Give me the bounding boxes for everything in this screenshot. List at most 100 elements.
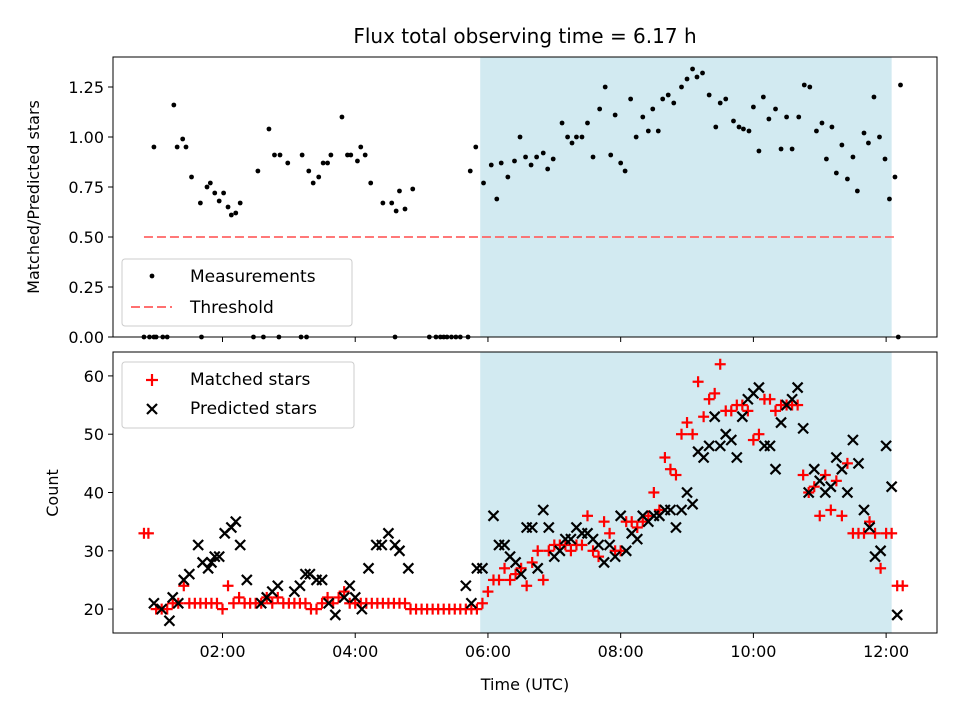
measurement-point [184,145,189,150]
measurement-point [862,131,867,136]
legend-threshold-label: Threshold [189,298,274,318]
measurement-point [499,161,504,166]
measurement-point [394,209,399,214]
measurement-point [512,159,517,164]
measurement-point [731,119,736,124]
measurement-point [845,177,850,182]
measurement-point [368,181,373,186]
y-tick-label: 1.25 [68,78,104,97]
figure: 0.000.250.500.751.001.25 Flux total obse… [0,0,960,720]
measurement-point [866,141,871,146]
measurement-point [198,201,203,206]
measurement-point [790,147,795,152]
measurement-point [205,185,210,190]
y-tick-label: 40 [84,484,104,503]
measurement-point [650,107,655,112]
measurement-point [233,211,238,216]
measurement-point [189,175,194,180]
measurement-point [403,207,408,212]
measurement-point [802,83,807,88]
measurement-point [560,121,565,126]
measurement-point [306,169,311,174]
measurement-point [529,163,534,168]
measurement-point [839,143,844,148]
measurement-point [671,101,676,106]
measurement-point [656,129,661,134]
x-tick-label: 10:00 [730,642,776,661]
top-x-axis [222,337,886,342]
measurement-point [623,169,628,174]
measurement-point [328,153,333,158]
measurement-point [597,107,602,112]
y-tick-label: 30 [84,542,104,561]
y-tick-label: 0.75 [68,178,104,197]
measurement-point [618,161,623,166]
measurement-point [761,95,766,100]
measurement-point [814,129,819,134]
measurement-point [489,163,494,168]
measurement-point [741,127,746,132]
measurement-point [634,135,639,140]
measurement-point [700,71,705,76]
measurement-point [171,103,176,108]
measurement-point [468,169,473,174]
measurement-point [807,85,812,90]
measurement-point [226,205,231,210]
measurement-point [175,145,180,150]
top-panel: 0.000.250.500.751.001.25 Flux total obse… [24,24,937,347]
measurement-point [541,151,546,156]
measurement-point [473,145,478,150]
measurement-point [695,75,700,80]
measurement-point [238,201,243,206]
measurement-point [272,153,277,158]
y-tick-label: 1.00 [68,128,104,147]
top-legend: Measurements Threshold [122,259,352,326]
measurement-point [747,129,752,134]
measurement-point [212,191,217,196]
top-y-axis: 0.000.250.500.751.001.25 [68,78,113,347]
measurement-point [255,169,260,174]
measurement-point [830,125,835,130]
measurement-point [737,125,742,130]
top-chart-title: Flux total observing time = 6.17 h [353,24,696,48]
y-tick-label: 60 [84,367,104,386]
measurement-point [574,135,579,140]
measurement-point [580,135,585,140]
top-y-axis-label: Matched/Predicted stars [24,100,43,294]
measurement-point [628,97,633,102]
measurement-point [608,153,613,158]
y-tick-label: 0.25 [68,278,104,297]
top-shaded-interval [480,57,891,337]
measurement-point [570,141,575,146]
x-tick-label: 02:00 [199,642,245,661]
measurement-point [152,145,157,150]
measurement-point [316,175,321,180]
measurement-point [872,95,877,100]
measurement-point [221,191,226,196]
measurement-point [877,135,882,140]
measurement-point [603,85,608,90]
measurement-point [534,155,539,160]
measurement-point [518,135,523,140]
measurement-point [311,181,316,186]
measurement-point [551,157,556,162]
measurement-point [348,153,353,158]
measurement-point [640,115,645,120]
measurement-point [380,201,385,206]
measurement-point [340,115,345,120]
measurement-point [321,161,326,166]
measurement-point [389,201,394,206]
measurement-point [883,157,888,162]
legend-predicted-label: Predicted stars [190,399,317,419]
x-tick-label: 08:00 [598,642,644,661]
bottom-y-axis: 2030405060 [84,367,113,619]
measurement-point [355,159,360,164]
measurement-point [820,121,825,126]
legend-measurements-label: Measurements [190,267,316,287]
measurement-point [481,181,486,186]
measurement-point [180,137,185,142]
measurement-point [751,105,756,110]
measurement-point [278,153,283,158]
measurement-point [505,175,510,180]
y-tick-label: 20 [84,600,104,619]
